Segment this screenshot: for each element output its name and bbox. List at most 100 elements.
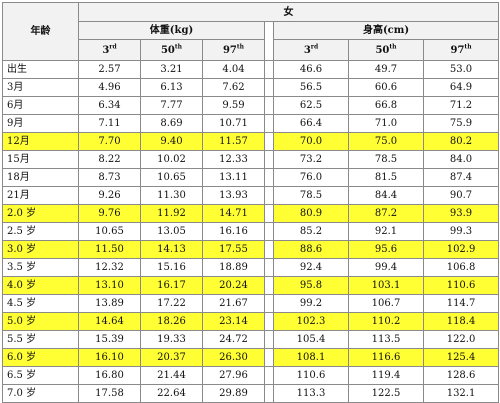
age-cell: 5.0 岁 bbox=[2, 312, 79, 331]
weight-p50-cell: 20.37 bbox=[140, 348, 203, 367]
height-p3-cell: 92.4 bbox=[273, 258, 349, 277]
height-p3-cell: 95.8 bbox=[273, 276, 349, 295]
table-row: 5.0 岁 14.64 18.26 23.14 102.3 110.2 118.4 bbox=[2, 312, 500, 331]
table-row: 7.0 岁 17.58 22.64 29.89 113.3 122.5 132.1 bbox=[2, 384, 500, 403]
height-p50-cell: 113.5 bbox=[348, 330, 424, 349]
table-row: 6.0 岁 16.10 20.37 26.30 108.1 116.6 125.4 bbox=[2, 348, 500, 367]
height-p50-cell: 99.4 bbox=[348, 258, 424, 277]
height-p3-cell: 73.2 bbox=[273, 150, 349, 169]
height-p3-cell: 76.0 bbox=[273, 168, 349, 187]
height-p50-cell: 66.8 bbox=[348, 96, 424, 115]
height-p3-cell: 88.6 bbox=[273, 240, 349, 259]
age-cell: 3.0 岁 bbox=[2, 240, 79, 259]
weight-p50-header: 50th bbox=[140, 39, 203, 61]
gender-header: 女 bbox=[77, 2, 500, 22]
weight-p97-cell: 4.04 bbox=[202, 60, 265, 79]
weight-p3-cell: 12.32 bbox=[78, 258, 141, 277]
column-gap bbox=[264, 348, 274, 367]
weight-p50-cell: 15.16 bbox=[140, 258, 203, 277]
table-row: 15月 8.22 10.02 12.33 73.2 78.5 84.0 bbox=[2, 150, 500, 169]
weight-p97-cell: 26.30 bbox=[202, 348, 265, 367]
column-gap bbox=[264, 132, 274, 151]
weight-p3-cell: 17.58 bbox=[78, 384, 141, 403]
height-p50-cell: 78.5 bbox=[348, 150, 424, 169]
height-p50-header: 50th bbox=[348, 39, 424, 61]
height-p3-cell: 99.2 bbox=[273, 294, 349, 313]
table-row: 6.5 岁 16.80 21.44 27.96 110.6 119.4 128.6 bbox=[2, 366, 500, 385]
height-p50-cell: 49.7 bbox=[348, 60, 424, 79]
height-p97-cell: 71.2 bbox=[422, 96, 500, 115]
weight-p50-cell: 7.77 bbox=[140, 96, 203, 115]
column-gap bbox=[264, 204, 274, 223]
weight-p3-cell: 7.11 bbox=[78, 114, 141, 133]
age-cell: 12月 bbox=[2, 132, 79, 151]
height-p50-cell: 71.0 bbox=[348, 114, 424, 133]
height-p3-cell: 78.5 bbox=[273, 186, 349, 205]
weight-p50-cell: 10.65 bbox=[140, 168, 203, 187]
height-p97-cell: 93.9 bbox=[422, 204, 500, 223]
column-gap bbox=[264, 114, 274, 133]
height-p3-cell: 102.3 bbox=[273, 312, 349, 331]
column-gap bbox=[264, 96, 274, 115]
weight-p97-cell: 13.93 bbox=[202, 186, 265, 205]
height-p97-cell: 84.0 bbox=[422, 150, 500, 169]
height-p97-cell: 64.9 bbox=[422, 78, 500, 97]
weight-header: 体重(kg) bbox=[78, 21, 265, 40]
table-row: 3.5 岁 12.32 15.16 18.89 92.4 99.4 106.8 bbox=[2, 258, 500, 277]
height-p3-cell: 105.4 bbox=[273, 330, 349, 349]
weight-p97-cell: 16.16 bbox=[202, 222, 265, 241]
weight-p97-cell: 21.67 bbox=[202, 294, 265, 313]
height-p3-cell: 62.5 bbox=[273, 96, 349, 115]
weight-p3-cell: 11.50 bbox=[78, 240, 141, 259]
weight-p97-cell: 12.33 bbox=[202, 150, 265, 169]
weight-p3-cell: 13.10 bbox=[78, 276, 141, 295]
height-p97-cell: 106.8 bbox=[422, 258, 500, 277]
height-p97-cell: 110.6 bbox=[422, 276, 500, 295]
age-cell: 18月 bbox=[2, 168, 79, 187]
column-gap bbox=[264, 21, 274, 61]
height-p50-cell: 95.6 bbox=[348, 240, 424, 259]
column-gap bbox=[264, 78, 274, 97]
table-row: 3月 4.96 6.13 7.62 56.5 60.6 64.9 bbox=[2, 78, 500, 97]
weight-p50-cell: 22.64 bbox=[140, 384, 203, 403]
weight-p97-cell: 18.89 bbox=[202, 258, 265, 277]
column-gap bbox=[264, 294, 274, 313]
height-p97-cell: 99.3 bbox=[422, 222, 500, 241]
table-row: 出生 2.57 3.21 4.04 46.6 49.7 53.0 bbox=[2, 60, 500, 79]
age-cell: 4.5 岁 bbox=[2, 294, 79, 313]
height-p3-cell: 85.2 bbox=[273, 222, 349, 241]
weight-p97-cell: 24.72 bbox=[202, 330, 265, 349]
table-row: 3.0 岁 11.50 14.13 17.55 88.6 95.6 102.9 bbox=[2, 240, 500, 259]
age-cell: 3.5 岁 bbox=[2, 258, 79, 277]
weight-p97-cell: 7.62 bbox=[202, 78, 265, 97]
age-cell: 出生 bbox=[2, 60, 79, 79]
column-gap bbox=[264, 366, 274, 385]
weight-p50-cell: 16.17 bbox=[140, 276, 203, 295]
height-p3-cell: 70.0 bbox=[273, 132, 349, 151]
weight-p50-cell: 14.13 bbox=[140, 240, 203, 259]
weight-p3-cell: 9.76 bbox=[78, 204, 141, 223]
age-cell: 9月 bbox=[2, 114, 79, 133]
age-cell: 4.0 岁 bbox=[2, 276, 79, 295]
height-p97-cell: 118.4 bbox=[422, 312, 500, 331]
column-gap bbox=[264, 258, 274, 277]
weight-p3-cell: 8.73 bbox=[78, 168, 141, 187]
height-p50-cell: 122.5 bbox=[348, 384, 424, 403]
weight-p50-cell: 19.33 bbox=[140, 330, 203, 349]
height-p97-cell: 122.0 bbox=[422, 330, 500, 349]
height-p97-cell: 132.1 bbox=[422, 384, 500, 403]
table-row: 21月 9.26 11.30 13.93 78.5 84.4 90.7 bbox=[2, 186, 500, 205]
height-p97-cell: 53.0 bbox=[422, 60, 500, 79]
column-gap bbox=[264, 186, 274, 205]
weight-p50-cell: 18.26 bbox=[140, 312, 203, 331]
weight-p3-cell: 8.22 bbox=[78, 150, 141, 169]
column-gap bbox=[264, 168, 274, 187]
column-gap bbox=[264, 384, 274, 403]
weight-p3-cell: 2.57 bbox=[78, 60, 141, 79]
weight-p97-cell: 14.71 bbox=[202, 204, 265, 223]
column-gap bbox=[264, 276, 274, 295]
age-cell: 2.5 岁 bbox=[2, 222, 79, 241]
height-p3-cell: 80.9 bbox=[273, 204, 349, 223]
height-p3-cell: 113.3 bbox=[273, 384, 349, 403]
age-cell: 15月 bbox=[2, 150, 79, 169]
